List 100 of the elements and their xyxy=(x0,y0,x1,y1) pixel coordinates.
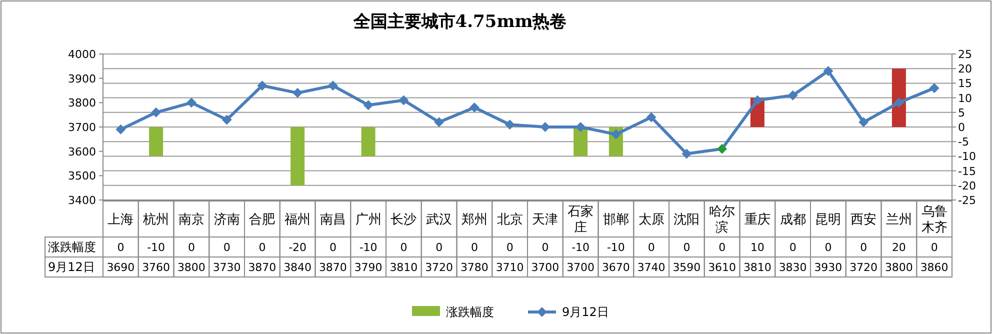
bar xyxy=(149,127,164,156)
y2-tick-label: 25 xyxy=(958,48,972,61)
data-label: -20 xyxy=(288,241,307,254)
point xyxy=(328,80,338,91)
x-tick-label: 太原 xyxy=(638,212,664,228)
data-label: 0 xyxy=(683,241,690,254)
y-tick-label: 3700 xyxy=(68,121,96,134)
data-label: 3710 xyxy=(496,261,524,274)
data-label: 0 xyxy=(789,241,796,254)
data-label: 0 xyxy=(718,241,726,254)
x-tick-label: 武汉 xyxy=(426,212,452,228)
bar xyxy=(892,68,906,127)
data-label: 3800 xyxy=(884,261,913,274)
data-label: 0 xyxy=(930,241,938,254)
x-tick-label: 天津 xyxy=(532,212,558,228)
data-label: 0 xyxy=(223,241,230,254)
chart-title: 全国主要城市4.75mm热卷 xyxy=(352,12,567,32)
data-label: 3780 xyxy=(460,261,488,274)
point xyxy=(929,83,940,94)
x-tick-label: 合肥 xyxy=(249,212,276,228)
data-label: 10 xyxy=(750,241,764,254)
bar xyxy=(361,127,376,156)
data-label: 0 xyxy=(188,241,195,254)
legend-label: 涨跌幅度 xyxy=(446,305,494,319)
x-tick-label: 杭州 xyxy=(142,212,170,228)
data-label: 0 xyxy=(258,241,266,254)
x-tick-label: 石家庄 xyxy=(568,204,594,236)
data-label: 3930 xyxy=(814,261,842,274)
y2-tick-label: 5 xyxy=(958,106,965,120)
x-tick-label: 济南 xyxy=(214,212,240,228)
x-tick-label: 福州 xyxy=(284,212,311,228)
data-label: -10 xyxy=(606,241,625,254)
point xyxy=(186,98,196,108)
data-label: -10 xyxy=(147,241,166,254)
data-label: -10 xyxy=(572,241,590,254)
y-tick-label: 3600 xyxy=(68,145,96,158)
data-label: 3870 xyxy=(318,261,347,274)
point xyxy=(788,90,798,100)
data-label: 3610 xyxy=(708,261,736,274)
point xyxy=(717,144,728,154)
bar xyxy=(574,127,588,156)
x-tick-label: 哈尔滨 xyxy=(709,204,736,236)
point xyxy=(434,117,444,128)
point xyxy=(823,66,834,76)
x-tick-label: 上海 xyxy=(108,212,134,228)
x-tick-label: 乌鲁木齐 xyxy=(921,204,948,236)
data-label: 0 xyxy=(824,241,832,254)
data-label: 0 xyxy=(506,241,514,254)
y-tick-label: 3900 xyxy=(68,72,96,86)
data-label: 3670 xyxy=(602,261,630,274)
point xyxy=(576,122,586,132)
data-label: 0 xyxy=(470,241,478,254)
point xyxy=(116,124,126,134)
point xyxy=(858,117,869,128)
x-tick-label: 邯郸 xyxy=(602,212,629,228)
y2-tick-label: -20 xyxy=(958,179,976,192)
data-label: 3730 xyxy=(212,261,241,274)
y2-tick-label: -15 xyxy=(958,164,976,178)
x-tick-label: 广州 xyxy=(355,212,382,228)
x-tick-label: 郑州 xyxy=(461,212,488,228)
point xyxy=(222,114,232,125)
data-label: 0 xyxy=(117,241,124,254)
data-label: 3860 xyxy=(920,261,948,274)
data-label: 3740 xyxy=(637,261,666,274)
x-tick-label: 北京 xyxy=(496,212,523,228)
data-label: 0 xyxy=(329,241,336,254)
data-label: 3760 xyxy=(142,261,170,274)
point xyxy=(398,95,409,106)
data-label: 3810 xyxy=(743,261,772,274)
data-label: 0 xyxy=(542,241,549,254)
legend-label: 9月12日 xyxy=(562,305,609,319)
point xyxy=(894,98,904,108)
data-label: 3700 xyxy=(531,261,560,274)
data-label: 3720 xyxy=(425,261,454,274)
point xyxy=(682,148,692,159)
data-label: 0 xyxy=(400,241,408,254)
point xyxy=(752,95,762,106)
x-tick-label: 南昌 xyxy=(320,212,346,228)
y-tick-label: 3500 xyxy=(68,170,96,183)
x-tick-label: 昆明 xyxy=(815,212,842,228)
x-tick-label: 兰州 xyxy=(886,212,912,228)
point xyxy=(469,102,480,113)
y2-tick-label: -10 xyxy=(958,150,976,164)
data-label: 20 xyxy=(892,241,906,254)
y2-tick-label: 10 xyxy=(958,92,972,105)
y-tick-label: 3800 xyxy=(68,96,96,110)
y-tick-label: 4000 xyxy=(68,48,96,61)
point xyxy=(540,122,550,132)
bar xyxy=(290,127,305,186)
data-label: 3790 xyxy=(354,261,382,274)
point xyxy=(504,120,515,130)
data-label: 0 xyxy=(860,241,868,254)
point xyxy=(257,80,268,91)
point xyxy=(151,107,162,118)
data-label: 0 xyxy=(648,241,655,254)
x-tick-label: 长沙 xyxy=(390,212,417,228)
data-label: -10 xyxy=(359,241,378,254)
y2-tick-label: 20 xyxy=(958,62,972,76)
y2-tick-label: -5 xyxy=(958,136,969,149)
x-tick-label: 西安 xyxy=(850,212,877,228)
